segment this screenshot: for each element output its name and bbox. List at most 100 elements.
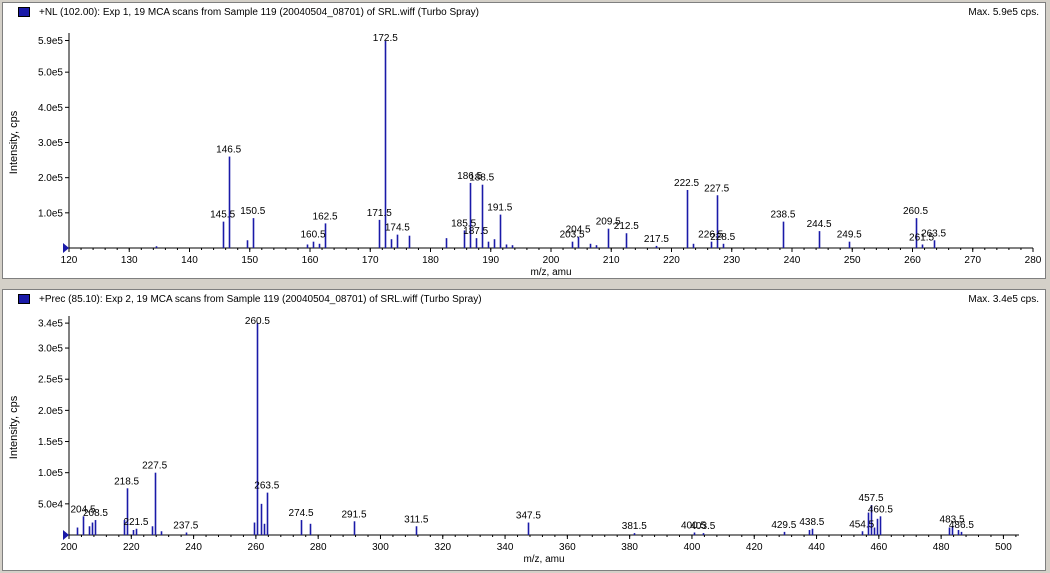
peak-label: 172.5 xyxy=(373,33,398,44)
y-tick-label: 1.0e5 xyxy=(38,208,63,219)
peak-label: 403.5 xyxy=(690,521,715,532)
y-tick-label: 5.9e5 xyxy=(38,36,63,47)
peak-label: 160.5 xyxy=(300,230,325,241)
x-tick-label: 320 xyxy=(434,542,451,553)
x-tick-label: 120 xyxy=(61,255,78,266)
peak-label: 486.5 xyxy=(949,520,974,531)
peak-label: 204.5 xyxy=(71,504,96,515)
peak-label: 174.5 xyxy=(385,223,410,234)
peak-label: 227.5 xyxy=(704,183,729,194)
x-tick-label: 280 xyxy=(310,542,327,553)
peak-label: 438.5 xyxy=(799,517,824,528)
peak-label: 222.5 xyxy=(674,178,699,189)
x-tick-label: 260 xyxy=(248,542,265,553)
y-tick-label: 1.5e5 xyxy=(38,437,63,448)
peak-label: 185.5 xyxy=(451,218,476,229)
peak-label: 221.5 xyxy=(123,517,148,528)
max-intensity-label: Max. 3.4e5 cps. xyxy=(968,294,1039,305)
x-tick-label: 190 xyxy=(482,255,499,266)
peak-label: 187.5 xyxy=(463,226,488,237)
y-tick-label: 2.5e5 xyxy=(38,375,63,386)
y-tick-label: 1.0e5 xyxy=(38,468,63,479)
peak-label: 203.5 xyxy=(560,230,585,241)
peak-label: 186.5 xyxy=(457,171,482,182)
peak-label: 237.5 xyxy=(173,521,198,532)
x-axis-label: m/z, amu xyxy=(523,554,564,565)
peak-label: 260.5 xyxy=(903,206,928,217)
y-axis-label: Intensity, cps xyxy=(8,110,20,174)
x-tick-label: 480 xyxy=(933,542,950,553)
peak-label: 249.5 xyxy=(837,230,862,241)
peak-label: 454.5 xyxy=(849,519,874,530)
x-tick-label: 170 xyxy=(362,255,379,266)
x-tick-label: 240 xyxy=(185,542,202,553)
y-axis-label: Intensity, cps xyxy=(8,395,20,459)
peak-label: 208.5 xyxy=(83,508,108,519)
y-tick-label: 4.0e5 xyxy=(38,103,63,114)
x-tick-label: 180 xyxy=(422,255,439,266)
peak-label: 429.5 xyxy=(771,520,796,531)
y-tick-label: 2.0e5 xyxy=(38,173,63,184)
x-tick-label: 160 xyxy=(302,255,319,266)
x-tick-label: 340 xyxy=(497,542,514,553)
x-tick-label: 500 xyxy=(995,542,1012,553)
y-tick-label: 5.0e4 xyxy=(38,499,63,510)
x-tick-label: 380 xyxy=(621,542,638,553)
spectrum-panel-2: +Prec (85.10): Exp 2, 19 MCA scans from … xyxy=(2,289,1046,571)
y-tick-label: 2.0e5 xyxy=(38,406,63,417)
peak-label: 171.5 xyxy=(367,208,392,219)
peak-label: 457.5 xyxy=(859,493,884,504)
spectrum-title: +Prec (85.10): Exp 2, 19 MCA scans from … xyxy=(39,294,482,305)
peak-label: 460.5 xyxy=(868,504,893,515)
x-tick-label: 210 xyxy=(603,255,620,266)
x-tick-label: 260 xyxy=(904,255,921,266)
peak-label: 311.5 xyxy=(404,514,429,525)
peak-label: 274.5 xyxy=(289,508,314,519)
series-legend-swatch[interactable] xyxy=(18,7,30,17)
x-tick-label: 220 xyxy=(123,542,140,553)
peak-label: 217.5 xyxy=(644,234,669,245)
peak-label: 244.5 xyxy=(807,219,832,230)
y-tick-label: 5.0e5 xyxy=(38,68,63,79)
series-legend-swatch[interactable] xyxy=(18,294,30,304)
peak-label: 218.5 xyxy=(114,476,139,487)
x-tick-label: 200 xyxy=(543,255,560,266)
x-tick-label: 440 xyxy=(808,542,825,553)
x-axis-label: m/z, amu xyxy=(530,267,571,278)
y-tick-label: 3.0e5 xyxy=(38,344,63,355)
peak-label: 381.5 xyxy=(622,521,647,532)
x-tick-label: 300 xyxy=(372,542,389,553)
baseline-marker-icon xyxy=(63,243,69,253)
x-tick-label: 420 xyxy=(746,542,763,553)
peak-label: 263.5 xyxy=(921,228,946,239)
x-tick-label: 400 xyxy=(684,542,701,553)
x-tick-label: 220 xyxy=(663,255,680,266)
spectrum-title: +NL (102.00): Exp 1, 19 MCA scans from S… xyxy=(39,7,479,18)
peak-label: 263.5 xyxy=(254,481,279,492)
peak-label: 145.5 xyxy=(210,210,235,221)
spectrum-chart-1[interactable]: 120 130 140 150 160 170 180 190 200 210 220 230 240 2… xyxy=(3,3,1045,278)
peak-label: 209.5 xyxy=(596,217,621,228)
peak-label: 238.5 xyxy=(770,210,795,221)
spectrum-chart-2[interactable]: 200 220 240 260 280 300 320 340 360 380 400 420 440 4… xyxy=(3,290,1045,570)
peak-label: 150.5 xyxy=(240,206,265,217)
x-tick-label: 240 xyxy=(784,255,801,266)
x-tick-label: 230 xyxy=(723,255,740,266)
x-tick-label: 360 xyxy=(559,542,576,553)
peak-label: 191.5 xyxy=(487,203,512,214)
x-tick-label: 130 xyxy=(121,255,138,266)
max-intensity-label: Max. 5.9e5 cps. xyxy=(968,7,1039,18)
peak-label: 261.5 xyxy=(909,232,934,243)
peak-label: 226.5 xyxy=(698,230,723,241)
peak-label: 146.5 xyxy=(216,145,241,156)
peak-label: 483.5 xyxy=(940,514,965,525)
peak-label: 228.5 xyxy=(710,232,735,243)
x-tick-label: 200 xyxy=(61,542,78,553)
peak-label: 162.5 xyxy=(313,211,338,222)
peak-label: 204.5 xyxy=(566,225,591,236)
peak-label: 291.5 xyxy=(341,509,366,520)
x-tick-label: 140 xyxy=(181,255,198,266)
x-tick-label: 250 xyxy=(844,255,861,266)
baseline-marker-icon xyxy=(63,530,69,540)
x-tick-label: 270 xyxy=(964,255,981,266)
